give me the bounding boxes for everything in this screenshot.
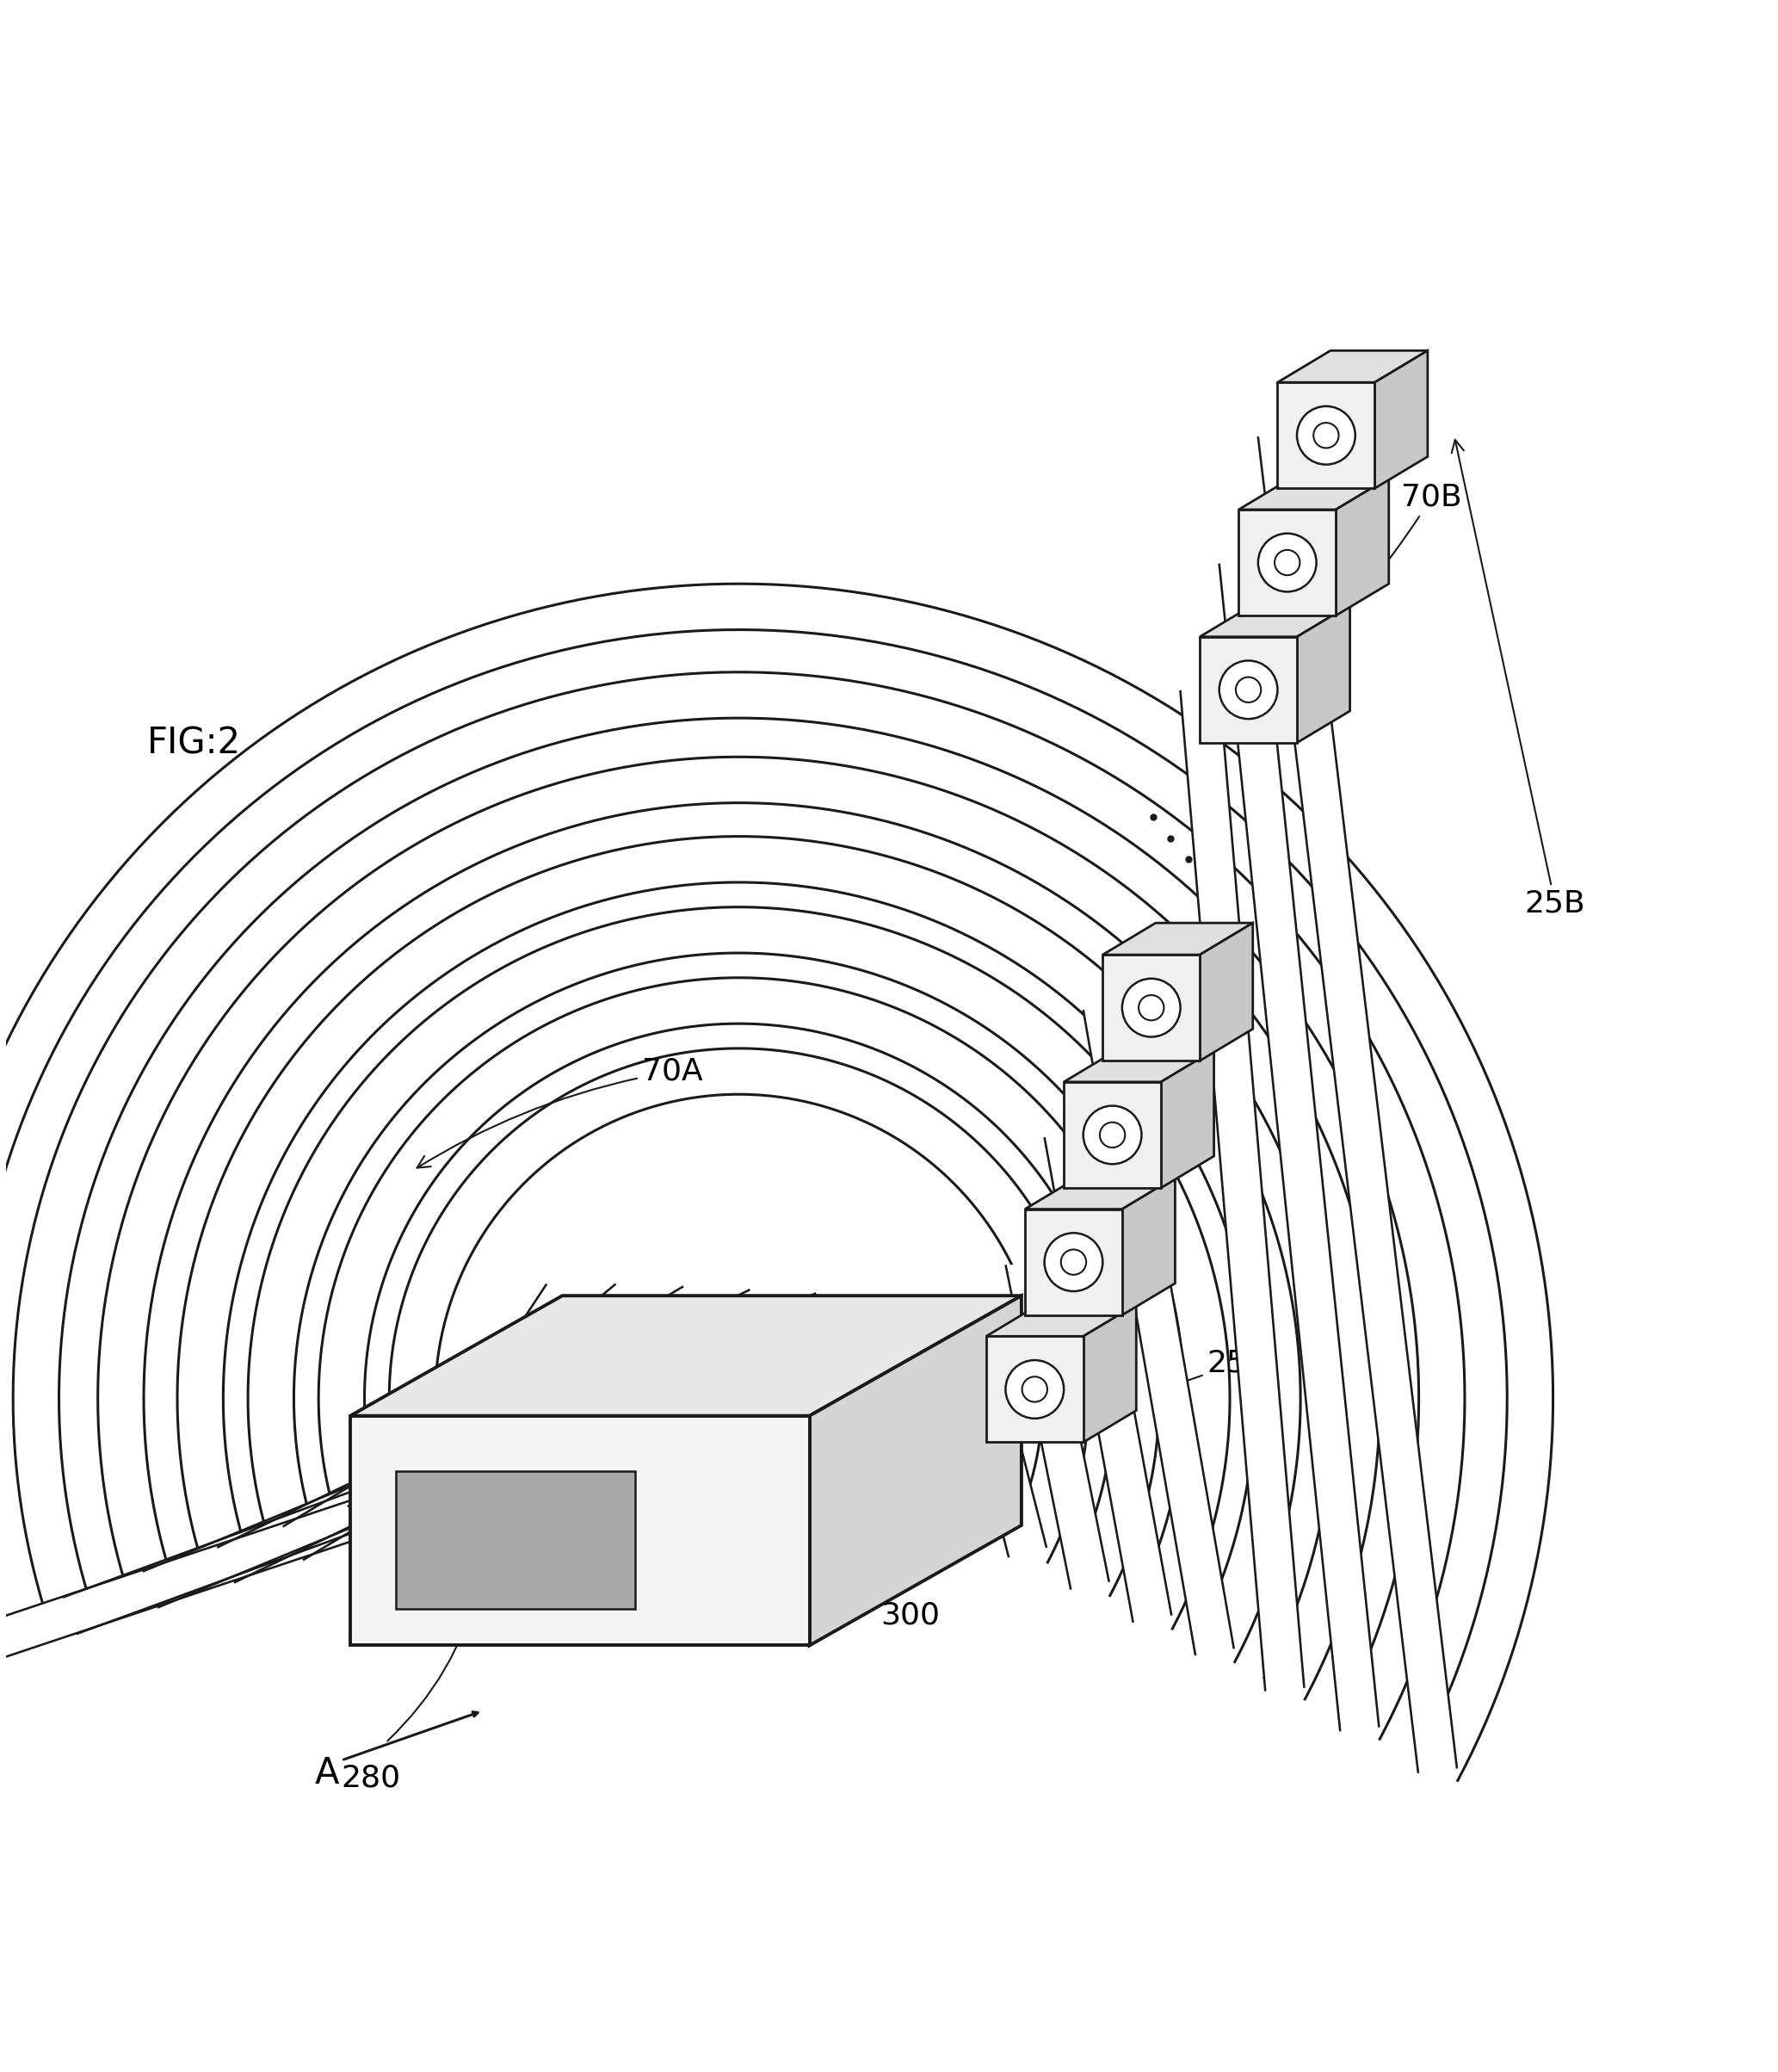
- Polygon shape: [1083, 1005, 1234, 1653]
- Polygon shape: [1181, 688, 1303, 1691]
- Polygon shape: [219, 1291, 766, 1583]
- Polygon shape: [1220, 562, 1380, 1730]
- Polygon shape: [1024, 1177, 1175, 1210]
- Polygon shape: [1278, 350, 1428, 383]
- Polygon shape: [1102, 922, 1253, 955]
- Circle shape: [1296, 406, 1355, 464]
- Polygon shape: [1063, 1051, 1214, 1082]
- Polygon shape: [809, 1295, 1021, 1645]
- Polygon shape: [412, 1285, 578, 1510]
- Polygon shape: [1024, 1210, 1122, 1316]
- Text: 25B: 25B: [1451, 439, 1586, 918]
- Text: 25A: 25A: [1166, 1349, 1268, 1390]
- Polygon shape: [12, 671, 1465, 1738]
- Circle shape: [1044, 1233, 1102, 1291]
- Circle shape: [1138, 995, 1165, 1019]
- Polygon shape: [0, 584, 1552, 1780]
- Circle shape: [1022, 1376, 1047, 1403]
- Polygon shape: [247, 908, 1230, 1629]
- Text: 70B: 70B: [1197, 483, 1462, 748]
- Polygon shape: [1296, 605, 1350, 742]
- Polygon shape: [1045, 1131, 1172, 1622]
- Circle shape: [1236, 678, 1261, 702]
- Polygon shape: [1083, 1305, 1136, 1442]
- Polygon shape: [1239, 479, 1389, 510]
- Text: 280: 280: [341, 1763, 402, 1792]
- Polygon shape: [1122, 1177, 1175, 1316]
- Polygon shape: [318, 978, 1159, 1595]
- Circle shape: [1220, 661, 1278, 719]
- Polygon shape: [1259, 433, 1456, 1772]
- Circle shape: [1122, 978, 1181, 1036]
- Polygon shape: [98, 756, 1380, 1699]
- Polygon shape: [1200, 605, 1350, 636]
- Polygon shape: [1239, 510, 1335, 615]
- Polygon shape: [967, 1384, 1045, 1556]
- Polygon shape: [1200, 922, 1253, 1061]
- Polygon shape: [0, 1301, 958, 1662]
- Circle shape: [1083, 1106, 1141, 1164]
- Polygon shape: [144, 1293, 830, 1608]
- Polygon shape: [1102, 955, 1200, 1061]
- Polygon shape: [987, 1336, 1083, 1442]
- Circle shape: [1101, 1123, 1125, 1148]
- Polygon shape: [1063, 1082, 1161, 1187]
- Circle shape: [1314, 423, 1339, 448]
- Polygon shape: [1161, 1051, 1214, 1187]
- Text: A: A: [315, 1755, 340, 1790]
- Polygon shape: [64, 1297, 894, 1633]
- Circle shape: [1006, 1359, 1063, 1419]
- Polygon shape: [987, 1305, 1136, 1336]
- Polygon shape: [389, 1048, 1088, 1562]
- Polygon shape: [1374, 350, 1428, 489]
- Circle shape: [1061, 1249, 1086, 1274]
- Circle shape: [1275, 549, 1300, 576]
- Polygon shape: [284, 1287, 702, 1560]
- Polygon shape: [348, 1285, 640, 1535]
- Polygon shape: [1278, 383, 1374, 489]
- Text: FIG:2: FIG:2: [148, 725, 242, 760]
- Circle shape: [1259, 533, 1316, 593]
- Polygon shape: [1006, 1258, 1109, 1589]
- Polygon shape: [1335, 479, 1389, 615]
- Polygon shape: [178, 837, 1300, 1662]
- Polygon shape: [350, 1415, 809, 1645]
- Polygon shape: [350, 1295, 1021, 1415]
- Polygon shape: [396, 1471, 635, 1608]
- Text: 70A: 70A: [418, 1057, 702, 1169]
- Text: 300: 300: [880, 1602, 939, 1631]
- Polygon shape: [1200, 636, 1296, 742]
